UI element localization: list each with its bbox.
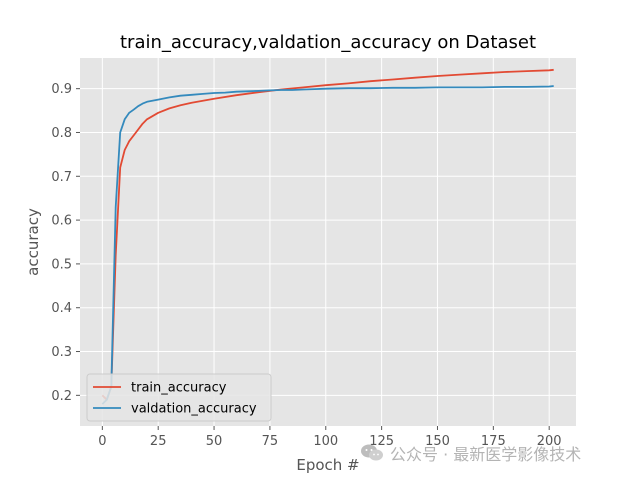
tick-labels: 0 25 50 75 100 125 150 175 200 0.2 0.3 0.4 0.5 0.6 0.7… xyxy=(51,82,561,449)
x-axis-label: Epoch # xyxy=(296,456,359,474)
y-tick-label: 0.5 xyxy=(51,257,72,272)
grid-lines xyxy=(80,58,576,426)
x-tick-label: 200 xyxy=(537,434,562,449)
watermark-text: 公众号 · 最新医学影像技术 xyxy=(390,445,582,464)
x-tick-label: 25 xyxy=(150,434,167,449)
wechat-icon xyxy=(361,444,383,461)
plot-area xyxy=(80,58,576,426)
x-tick-label: 100 xyxy=(313,434,338,449)
y-tick-label: 0.3 xyxy=(51,345,72,360)
series-lines xyxy=(101,68,554,405)
legend-box xyxy=(86,373,272,422)
y-tick-label: 0.2 xyxy=(51,389,72,404)
x-tick-label: 0 xyxy=(98,434,106,449)
x-tick-label: 50 xyxy=(206,434,223,449)
x-tick-label: 125 xyxy=(369,434,394,449)
y-tick-label: 0.6 xyxy=(51,214,72,229)
y-axis-label: accuracy xyxy=(24,208,42,276)
legend-label: valdation_accuracy xyxy=(131,402,257,417)
x-tick-label: 75 xyxy=(262,434,279,449)
x-tick-label: 175 xyxy=(481,434,506,449)
y-tick-label: 0.9 xyxy=(51,82,72,97)
watermark: 公众号 · 最新医学影像技术 xyxy=(360,441,581,465)
y-tick-label: 0.4 xyxy=(51,301,72,316)
chart-title: train_accuracy,valdation_accuracy on Dat… xyxy=(120,32,536,53)
y-tick-label: 0.7 xyxy=(51,170,72,185)
x-tick-label: 150 xyxy=(425,434,450,449)
legend-label: train_accuracy xyxy=(131,381,227,396)
series-line-valdation-accuracy xyxy=(101,85,554,405)
series-line-train-accuracy xyxy=(101,68,554,401)
legend: train_accuracy valdation_accuracy xyxy=(86,373,272,422)
y-tick-label: 0.8 xyxy=(51,126,72,141)
